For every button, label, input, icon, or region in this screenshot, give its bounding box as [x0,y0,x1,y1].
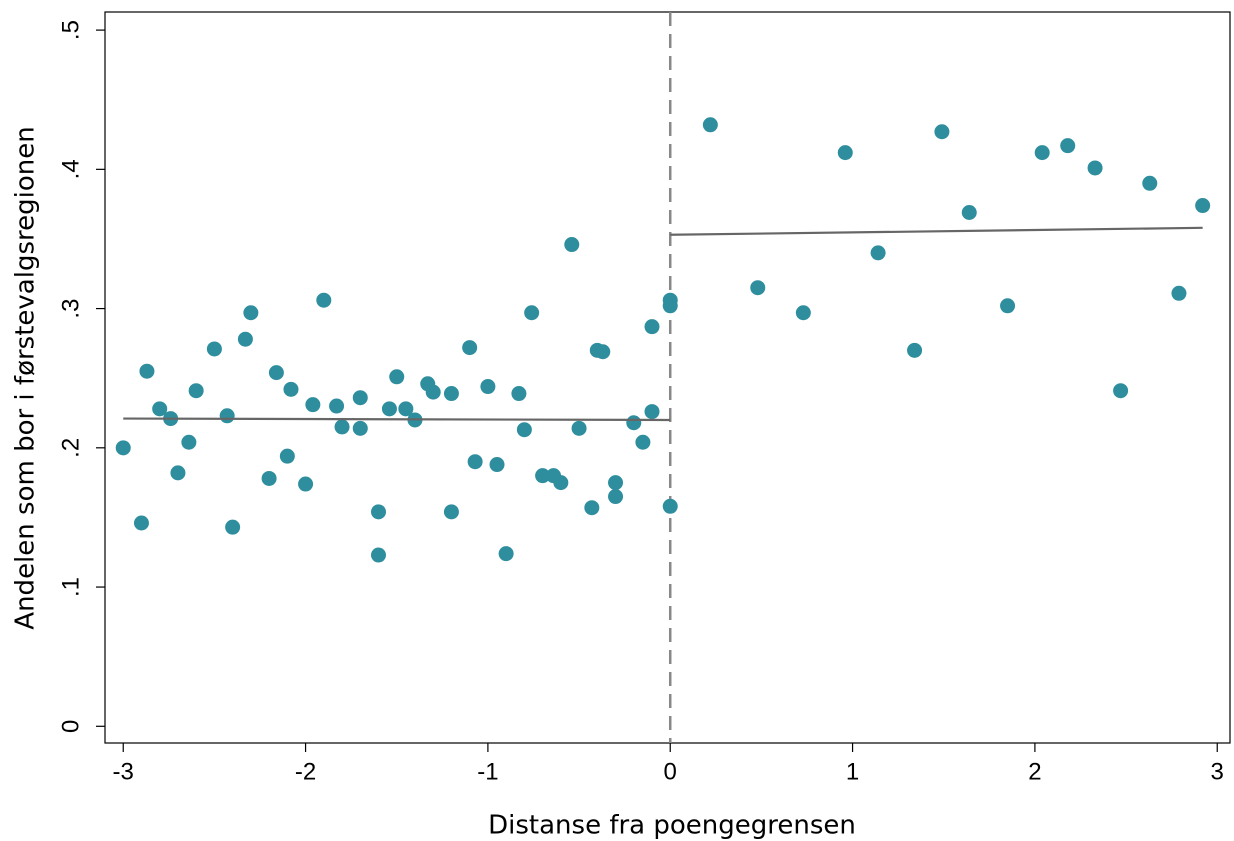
point [115,440,131,456]
point [1171,285,1187,301]
x-tick-label: -2 [295,758,316,785]
point [635,434,651,450]
point [462,340,478,356]
point [398,401,414,417]
point [329,398,345,414]
point [516,422,532,438]
point [626,415,642,431]
point [261,470,277,486]
point [1142,175,1158,191]
y-tick-label: 0 [57,720,84,733]
point [564,237,580,253]
point [795,305,811,321]
point [870,245,886,261]
point [305,397,321,413]
x-tick-label: 2 [1028,758,1041,785]
y-tick-label: .3 [57,299,84,319]
y-axis-label: Andelen som bor i førstevalgsregionen [11,126,41,629]
x-tick-label: 3 [1211,758,1224,785]
point [283,381,299,397]
point [608,475,624,491]
point [584,500,600,516]
point [181,434,197,450]
point [644,319,660,335]
point [1034,145,1050,161]
point [237,331,253,347]
x-axis-label: Distanse fra poengegrensen [488,811,856,841]
x-tick-label: -1 [477,758,498,785]
point [133,515,149,531]
point [334,419,350,435]
point [170,465,186,481]
point [571,420,587,436]
point [443,504,459,520]
point [511,386,527,402]
point [443,386,459,402]
point [837,145,853,161]
fit-line [670,226,1203,236]
point [750,280,766,296]
x-tick-label: -3 [113,758,134,785]
point [243,305,259,321]
point [152,401,168,417]
point [316,292,332,308]
point [1195,198,1211,214]
point [352,390,368,406]
point [934,124,950,140]
point [268,365,284,381]
point [298,476,314,492]
point [389,369,405,385]
point [467,454,483,470]
point [498,546,514,562]
point [702,117,718,133]
point [279,448,295,464]
point [524,305,540,321]
point [139,363,155,379]
point [489,457,505,473]
point [381,401,397,417]
point [1087,160,1103,176]
x-tick-label: 1 [846,758,859,785]
point [352,420,368,436]
point [608,489,624,505]
point [553,475,569,491]
y-tick-label: .4 [57,159,84,179]
point [644,404,660,420]
point [1113,383,1129,399]
y-tick-label: .5 [57,20,84,40]
point [907,342,923,358]
fit-line [123,417,671,422]
point [535,468,551,484]
point [206,341,222,357]
x-tick-label: 0 [664,758,677,785]
point [480,379,496,395]
plot-frame [104,11,1231,744]
point [425,384,441,400]
point [188,383,204,399]
point [1060,138,1076,154]
point [225,519,241,535]
point [595,344,611,360]
point [1000,298,1016,314]
y-tick-label: .2 [57,438,84,458]
point [961,205,977,221]
point [371,504,387,520]
point [219,408,235,424]
y-tick-label: .1 [57,577,84,597]
point [371,547,387,563]
point [662,298,678,314]
point [662,498,678,514]
